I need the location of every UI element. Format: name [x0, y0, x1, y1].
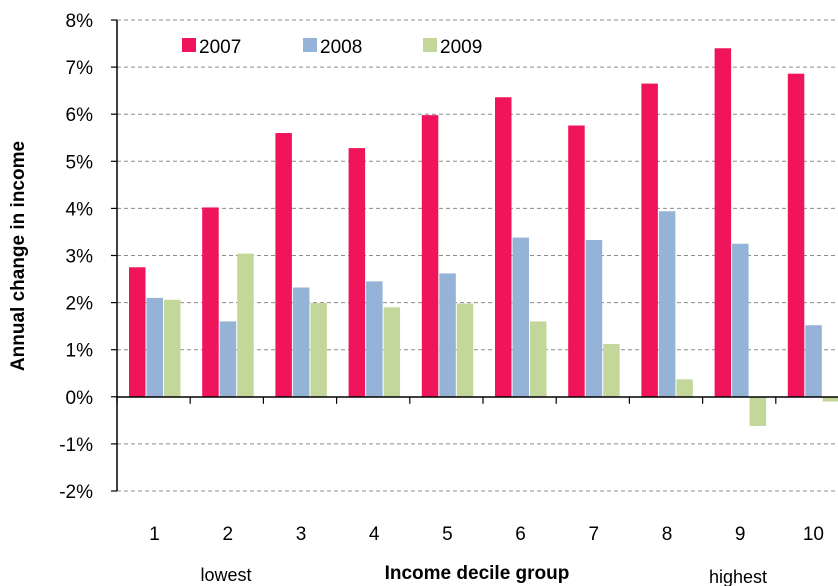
bar-2009-decile-3: [310, 303, 327, 397]
bar-2008-decile-10: [805, 325, 822, 397]
bar-2007-decile-7: [568, 125, 585, 397]
x-tick-label: 6: [515, 524, 526, 545]
y-tick-label: 5%: [66, 152, 94, 173]
y-tick-label: 7%: [66, 58, 94, 79]
y-axis-title: Annual change in income: [8, 141, 29, 371]
bar-2008-decile-6: [512, 237, 529, 397]
bar-2009-decile-9: [749, 396, 767, 427]
x-tick-label: 2: [223, 524, 234, 545]
bar-2008-decile-9: [732, 243, 749, 397]
y-tick-labels: -2% -1% 0% 1% 2% 3% 4% 5% 6% 7% 8%: [59, 11, 117, 503]
x-tick-label: 7: [589, 524, 600, 545]
x-tick-label: 10: [803, 524, 824, 545]
x-tick-label: 8: [662, 524, 673, 545]
legend-swatch-2008: [303, 38, 317, 52]
bar-2007-decile-8: [641, 83, 658, 397]
highest-annotation: highest: [709, 567, 767, 586]
y-tick-label: 3%: [66, 247, 94, 268]
x-tick-label: 4: [369, 524, 380, 545]
x-tick-label: 9: [735, 524, 746, 545]
y-tick-label: 1%: [66, 341, 94, 362]
legend-label-2009: 2009: [440, 37, 482, 58]
y-tick-label: -1%: [59, 435, 93, 456]
bar-2008-decile-3: [292, 287, 310, 397]
bar-2009-decile-2: [237, 253, 254, 397]
x-axis-title: Income decile group: [385, 563, 570, 584]
legend-label-2008: 2008: [320, 37, 362, 58]
x-tick-label: 3: [296, 524, 307, 545]
lowest-annotation: lowest: [200, 565, 251, 585]
x-tick-label: 1: [149, 524, 160, 545]
bar-2007-decile-1: [129, 267, 146, 397]
bar-2009-decile-7: [603, 344, 620, 397]
bar-2007-decile-2: [202, 207, 219, 397]
y-tick-label: 4%: [66, 199, 94, 220]
x-tick-labels: 1 2 3 4 5 6 7 8 9 10: [116, 396, 824, 545]
gridlines: [117, 19, 838, 492]
bar-2007-decile-6: [495, 97, 512, 397]
legend: 2007 2008 2009: [182, 37, 482, 58]
bars: [129, 48, 838, 427]
bar-2007-decile-9: [714, 48, 732, 397]
bar-2009-decile-6: [530, 321, 547, 397]
x-tick-label: 5: [442, 524, 453, 545]
bar-2009-decile-10: [822, 396, 838, 402]
legend-swatch-2007: [182, 38, 196, 52]
bar-2007-decile-5: [421, 115, 439, 397]
bar-2008-decile-1: [146, 297, 163, 397]
y-tick-label: 0%: [66, 388, 94, 409]
y-tick-label: 8%: [66, 11, 94, 32]
bar-2009-decile-1: [164, 299, 181, 397]
bar-2008-decile-7: [585, 239, 603, 397]
bar-2008-decile-2: [219, 321, 237, 397]
legend-label-2007: 2007: [199, 37, 241, 58]
bar-2008-decile-5: [439, 273, 456, 397]
y-tick-label: -2%: [59, 482, 93, 503]
bar-2007-decile-10: [787, 73, 805, 397]
bar-2009-decile-5: [456, 303, 474, 397]
legend-swatch-2009: [423, 38, 437, 52]
bar-2007-decile-3: [275, 133, 292, 397]
bar-2008-decile-4: [366, 281, 383, 397]
y-tick-label: 6%: [66, 105, 94, 126]
y-tick-label: 2%: [66, 294, 94, 315]
bar-2009-decile-8: [676, 379, 693, 397]
bar-2009-decile-4: [383, 307, 401, 397]
bar-2008-decile-8: [658, 211, 676, 397]
bar-2007-decile-4: [348, 148, 366, 397]
